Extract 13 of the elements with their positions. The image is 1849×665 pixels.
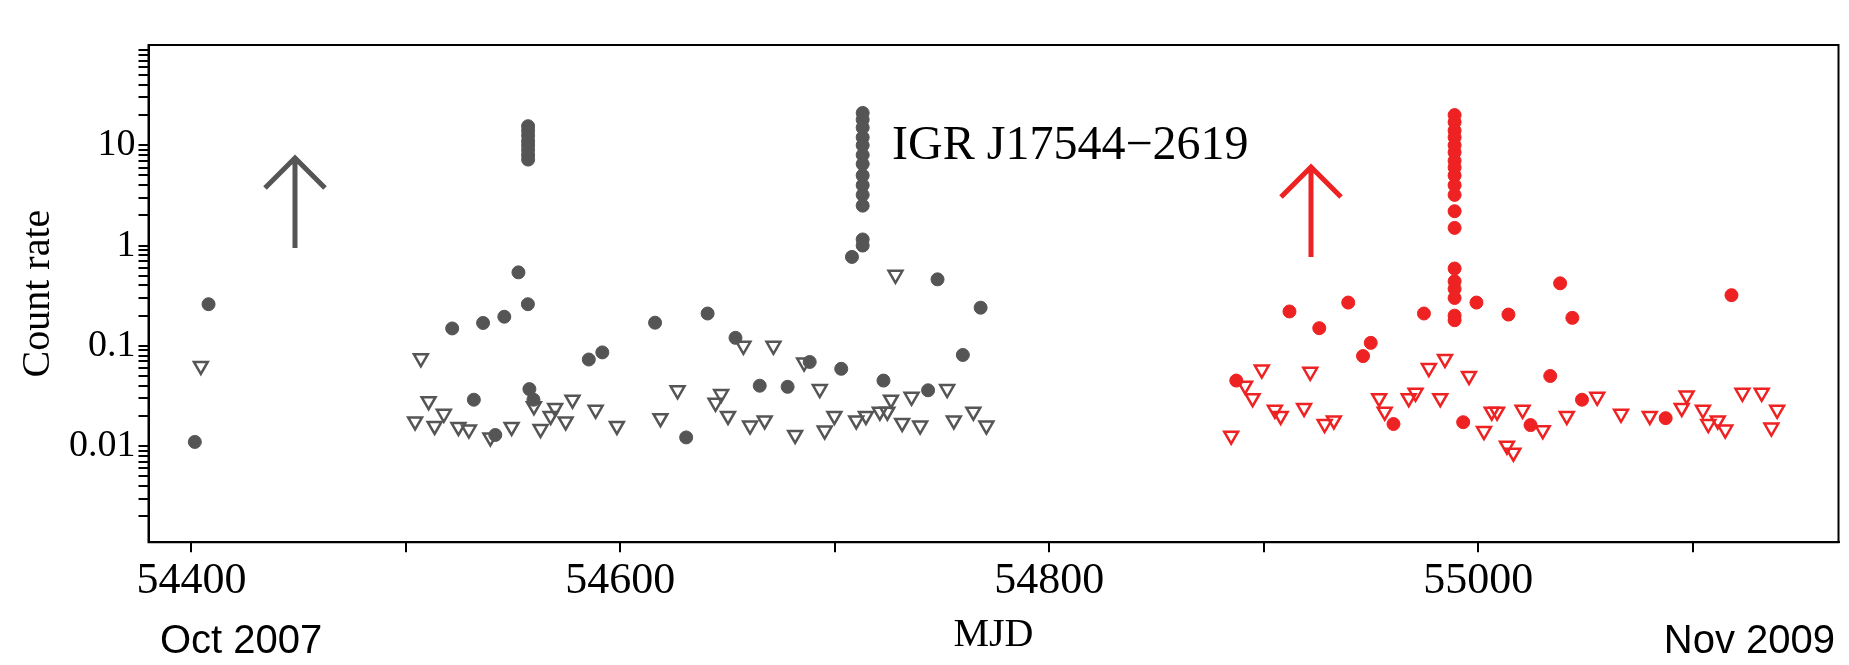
x-tick-label: 55000 [1423,554,1534,604]
y-axis-title: Count rate [12,209,58,378]
text: Oct 2007 [160,617,323,661]
annotation: IGR J17544−2619 [892,116,1249,170]
y-tick-label: 10 [97,121,136,164]
y-tick-label: 0.1 [88,321,136,364]
x-tick-label: 54800 [994,554,1105,604]
x-axis-title: MJD [953,609,1034,655]
text: Nov 2009 [1663,617,1835,661]
x-tick-label: 54600 [565,554,676,604]
y-tick-label: 1 [116,221,136,264]
x-tick-label: 54400 [136,554,247,604]
y-tick-label: 0.01 [69,422,136,465]
